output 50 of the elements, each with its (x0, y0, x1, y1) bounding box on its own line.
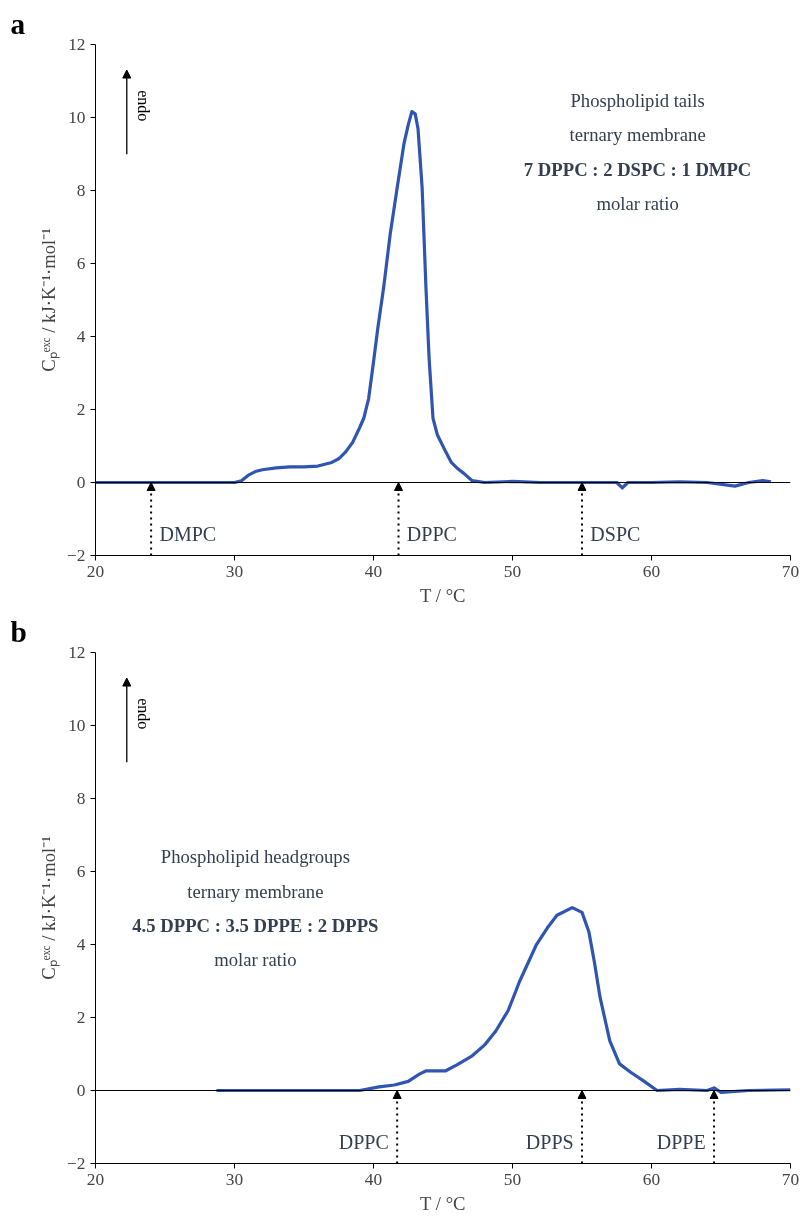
y-tick-label: 10 (68, 108, 86, 127)
y-axis-title: Cₚᵉˣᶜ / kJ·K⁻¹·mol⁻¹ (38, 836, 61, 980)
y-tick-label: 8 (76, 789, 86, 808)
annotation: molar ratio (214, 949, 297, 971)
y-tick-label: 2 (76, 400, 86, 419)
annotation: ternary membrane (187, 880, 324, 902)
annotation: 7 DPPC : 2 DSPC : 1 DMPC (523, 158, 752, 180)
y-tick-label: 0 (76, 1081, 86, 1100)
chart-title: a (10, 7, 26, 40)
annotation: molar ratio (596, 192, 679, 214)
y-tick-label: 4 (76, 935, 86, 954)
x-tick-label: 60 (642, 561, 661, 581)
x-tick-label: 50 (503, 561, 522, 581)
y-tick-label: 12 (68, 35, 86, 54)
y-tick-label: 8 (76, 181, 86, 200)
annotation: DPPS (525, 1130, 574, 1153)
y-tick-label: −2 (67, 546, 86, 565)
x-axis-title: T / °C (420, 1192, 466, 1214)
x-tick-label: 60 (642, 1169, 661, 1189)
x-tick-label: 50 (503, 1169, 522, 1189)
annotation: Phospholipid tails (570, 90, 705, 112)
y-tick-label: 0 (76, 473, 86, 492)
annotation: DPPC (338, 1130, 389, 1153)
y-axis-title: Cₚᵉˣᶜ / kJ·K⁻¹·mol⁻¹ (38, 228, 61, 372)
x-tick-label: 30 (225, 561, 244, 581)
annotation: DPPC (406, 522, 457, 545)
y-tick-label: 6 (76, 254, 86, 273)
x-tick-label: 30 (225, 1169, 244, 1189)
x-tick-label: 70 (781, 1169, 800, 1189)
annotation: 4.5 DPPC : 3.5 DPPE : 2 DPPS (132, 914, 379, 936)
x-tick-label: 20 (86, 1169, 105, 1189)
annotation: DSPC (590, 522, 641, 545)
annotation: Phospholipid headgroups (160, 846, 350, 868)
x-tick-label: 40 (364, 561, 383, 581)
annotation: ternary membrane (569, 124, 706, 146)
x-axis-title: T / °C (420, 584, 466, 606)
x-tick-label: 20 (86, 561, 105, 581)
annotation: DMPC (159, 522, 217, 545)
y-tick-label: 12 (68, 643, 86, 662)
y-tick-label: 10 (68, 716, 86, 735)
y-tick-label: 4 (76, 327, 86, 346)
x-tick-label: 40 (364, 1169, 383, 1189)
y-tick-label: 6 (76, 862, 86, 881)
y-tick-label: −2 (67, 1154, 86, 1173)
y-tick-label: 2 (76, 1008, 86, 1027)
x-tick-label: 70 (781, 561, 800, 581)
annotation: DPPE (656, 1130, 706, 1153)
chart-title: b (10, 615, 27, 648)
annotation: endo (135, 698, 153, 730)
annotation: endo (135, 90, 153, 122)
